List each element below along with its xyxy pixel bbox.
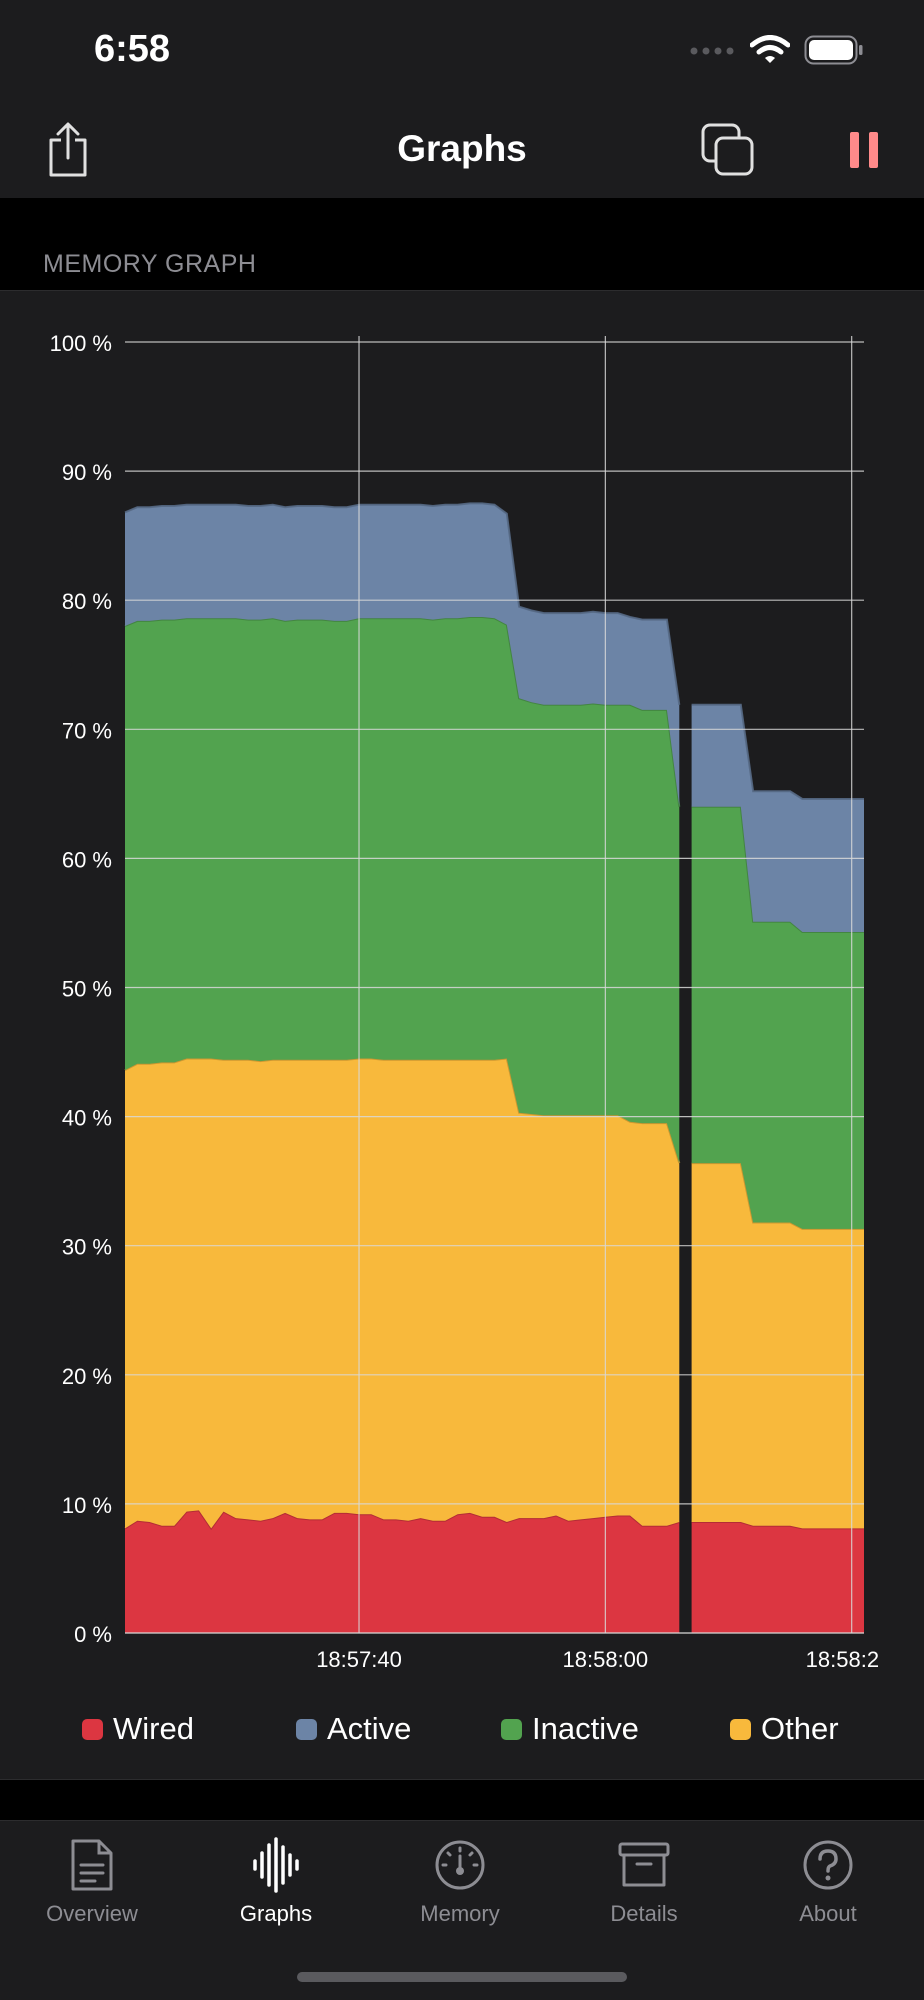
cellular-icon — [690, 43, 736, 61]
y-tick-label: 70 % — [62, 718, 112, 743]
document-icon — [62, 1835, 122, 1895]
memory-graph-card: 0 % 10 % 20 % 30 % 40 % 50 % 60 % 70 % 80 % 90 % 1… — [0, 290, 924, 1780]
series-area-other-0 — [125, 1058, 680, 1529]
legend-item-inactive: Inactive — [501, 1711, 639, 1747]
y-tick-label: 50 % — [62, 977, 112, 1002]
memory-graph-chart: 0 % 10 % 20 % 30 % 40 % 50 % 60 % 70 % 80 % 90 % 1… — [50, 331, 879, 1672]
page-title: Graphs — [397, 128, 527, 169]
legend-item-wired: Wired — [82, 1711, 194, 1747]
copy-icon — [701, 123, 754, 176]
tab-overview-label: Overview — [46, 1901, 138, 1926]
tab-graphs-label: Graphs — [239, 1901, 313, 1926]
series-line-active-1 — [691, 703, 864, 800]
series-line-other-0 — [124, 1057, 681, 1164]
legend-label-inactive: Inactive — [532, 1711, 639, 1746]
waveform-icon — [246, 1835, 306, 1895]
share-icon — [49, 122, 87, 177]
series-area-inactive-1 — [691, 806, 864, 1229]
pause-icon — [850, 132, 878, 168]
pause-button[interactable] — [836, 122, 892, 178]
y-tick-label: 80 % — [62, 589, 112, 614]
status-time: 6:58 — [94, 28, 171, 70]
wifi-icon — [749, 34, 791, 70]
y-tick-label: 10 % — [62, 1493, 112, 1518]
legend-label-other: Other — [761, 1711, 839, 1746]
series-area-active-0 — [125, 503, 680, 807]
legend-swatch-wired — [82, 1718, 103, 1740]
series-area-other-1 — [691, 1163, 864, 1529]
series-area-wired-1 — [691, 1522, 864, 1633]
y-tick-label: 0 % — [74, 1622, 112, 1647]
x-tick-label: 18:58:00 — [563, 1647, 649, 1672]
y-tick-label: 60 % — [62, 847, 112, 872]
status-icons — [690, 34, 864, 70]
copy-button[interactable] — [700, 122, 756, 178]
legend-swatch-other — [730, 1718, 751, 1740]
tab-bar: Overview Graphs — [0, 1820, 924, 2000]
gauge-icon — [430, 1835, 490, 1895]
tab-about-label: About — [799, 1901, 857, 1926]
legend-swatch-inactive — [501, 1718, 522, 1740]
x-tick-label: 18:58:2 — [806, 1647, 879, 1672]
legend-label-active: Active — [327, 1711, 412, 1746]
y-tick-label: 20 % — [62, 1364, 112, 1389]
series-area-inactive-0 — [125, 617, 680, 1164]
y-tick-label: 90 % — [62, 460, 112, 485]
series-area-wired-0 — [125, 1510, 680, 1633]
y-tick-label: 100 % — [50, 331, 112, 356]
legend-swatch-active — [296, 1718, 317, 1740]
tab-details-label: Details — [610, 1901, 678, 1926]
question-circle-icon — [798, 1835, 858, 1895]
tab-memory-label: Memory — [420, 1901, 500, 1926]
share-button[interactable] — [40, 122, 96, 178]
legend-label-wired: Wired — [113, 1711, 194, 1746]
series-line-active-0 — [124, 502, 681, 705]
tab-graphs[interactable]: Graphs — [184, 1835, 368, 1945]
tab-about[interactable]: About — [736, 1835, 920, 1945]
section-gap — [0, 198, 924, 290]
legend-item-other: Other — [730, 1711, 839, 1747]
tab-memory[interactable]: Memory — [368, 1835, 552, 1945]
chart-legend: Wired Active Inactive Other — [0, 1711, 924, 1771]
archive-box-icon — [614, 1835, 674, 1895]
battery-icon — [804, 35, 864, 70]
tab-details[interactable]: Details — [552, 1835, 736, 1945]
legend-item-active: Active — [296, 1711, 411, 1747]
home-indicator — [297, 1972, 627, 1982]
y-tick-label: 30 % — [62, 1235, 112, 1260]
status-bar: 6:58 — [0, 0, 924, 100]
series-area-active-1 — [691, 704, 864, 932]
tab-overview[interactable]: Overview — [0, 1835, 184, 1945]
y-tick-label: 40 % — [62, 1106, 112, 1131]
section-header: MEMORY GRAPH — [43, 250, 257, 278]
x-tick-label: 18:57:40 — [316, 1647, 402, 1672]
nav-bar: Graphs — [0, 100, 924, 198]
